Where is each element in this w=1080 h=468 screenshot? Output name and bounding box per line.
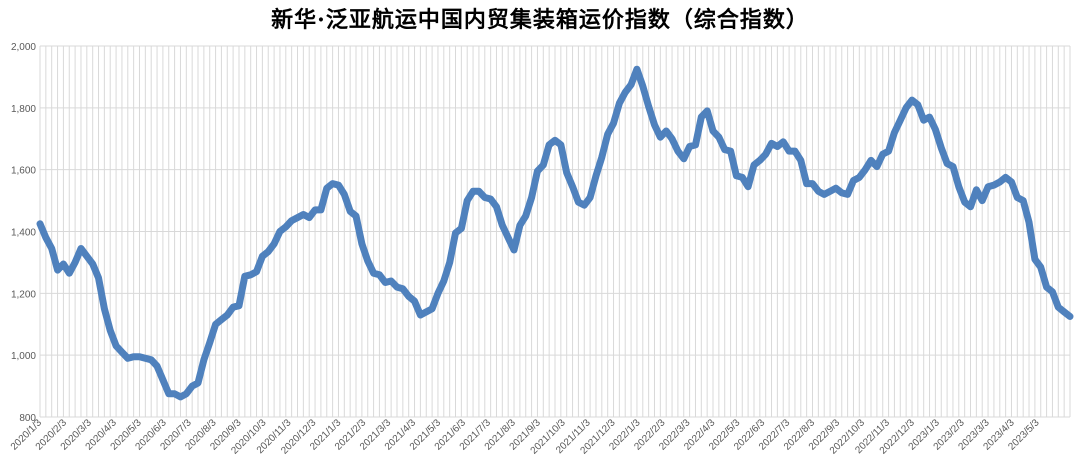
gridlines	[39, 45, 1071, 418]
y-tick-label: 1,600	[11, 166, 36, 177]
y-tick-label: 1,400	[11, 228, 36, 239]
y-tick-label: 2,000	[11, 42, 36, 53]
y-axis-ticks: 800 1,000 1,200 1,400 1,600 1,800 2,000	[11, 42, 36, 424]
series-layer	[36, 65, 1074, 401]
series-line	[36, 65, 1074, 401]
y-tick-label: 1,800	[11, 104, 36, 115]
y-tick-label: 800	[19, 413, 36, 424]
x-axis-ticks: 2020/1/32020/2/32020/3/32020/4/32020/5/3…	[9, 417, 1042, 457]
y-tick-label: 1,000	[11, 351, 36, 362]
y-tick-label: 1,200	[11, 289, 36, 300]
chart-title: 新华·泛亚航运中国内贸集装箱运价指数（综合指数）	[271, 7, 809, 33]
